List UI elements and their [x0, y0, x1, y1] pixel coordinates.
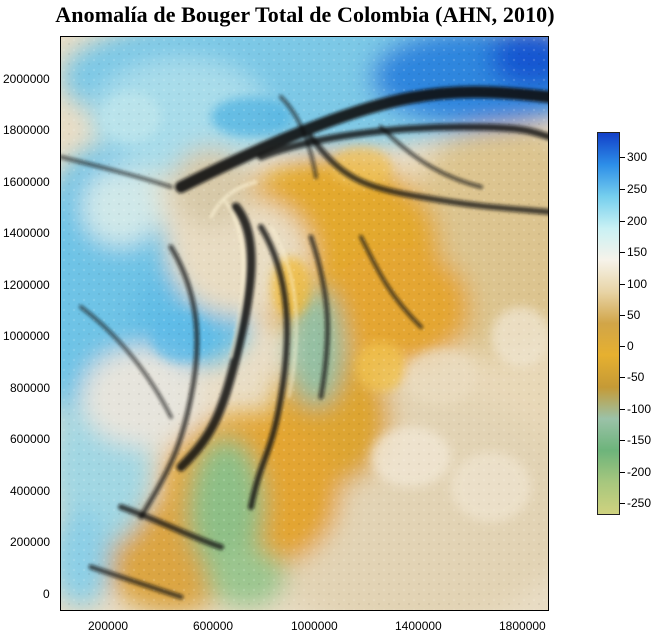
map-title: Anomalía de Bouger Total de Colombia (AH… [55, 2, 555, 27]
y-tick-label: 1600000 [3, 175, 50, 189]
colorbar-label: 50 [627, 308, 641, 322]
colorbar-label: -50 [627, 370, 645, 384]
colorbar-label: 250 [627, 182, 648, 196]
colorbar-tick [620, 346, 625, 347]
colorbar-label: 300 [627, 150, 648, 164]
x-tick-label: 1800000 [499, 619, 546, 633]
colorbar-tick [620, 221, 625, 222]
y-tick-label: 0 [43, 587, 50, 601]
colorbar-label: 200 [627, 214, 648, 228]
colorbar-label: -200 [627, 465, 652, 479]
colorbar-tick [620, 315, 625, 316]
y-tick-label: 200000 [10, 535, 51, 549]
y-tick-label: 1800000 [3, 123, 50, 137]
colorbar-label: -250 [627, 496, 652, 510]
x-tick-label: 1000000 [291, 619, 338, 633]
y-tick-label: 1200000 [3, 278, 50, 292]
y-tick-label: 800000 [10, 381, 51, 395]
ridge-highlights [209, 180, 298, 398]
colorbar-label: -100 [627, 402, 652, 416]
y-tick-label: 1400000 [3, 226, 50, 240]
x-tick-label: 600000 [193, 619, 234, 633]
y-tick-label: 1000000 [3, 329, 50, 343]
hillshade-texture [61, 37, 548, 610]
colorbar-label: -150 [627, 433, 652, 447]
y-tick-label: 400000 [10, 484, 51, 498]
colorbar-tick [620, 189, 625, 190]
colorbar-tick [620, 157, 625, 158]
colorbar-tick [620, 284, 625, 285]
colorbar-tick [620, 503, 625, 504]
bouguer-anomaly-map[interactable] [60, 36, 549, 611]
colorbar-tick [620, 252, 625, 253]
colorbar-tick [620, 377, 625, 378]
x-tick-label: 200000 [88, 619, 129, 633]
map-raster [61, 37, 548, 610]
colorbar-label: 150 [627, 245, 648, 259]
y-tick-label: 600000 [10, 432, 51, 446]
colorbar-tick [620, 440, 625, 441]
y-tick-label: 2000000 [3, 72, 50, 86]
colorbar-label: 0 [627, 339, 634, 353]
structural-lineaments [61, 86, 548, 600]
colorbar-tick [620, 409, 625, 410]
x-tick-label: 1400000 [395, 619, 442, 633]
colorbar [597, 132, 620, 515]
colorbar-tick [620, 472, 625, 473]
colorbar-label: 100 [627, 277, 648, 291]
